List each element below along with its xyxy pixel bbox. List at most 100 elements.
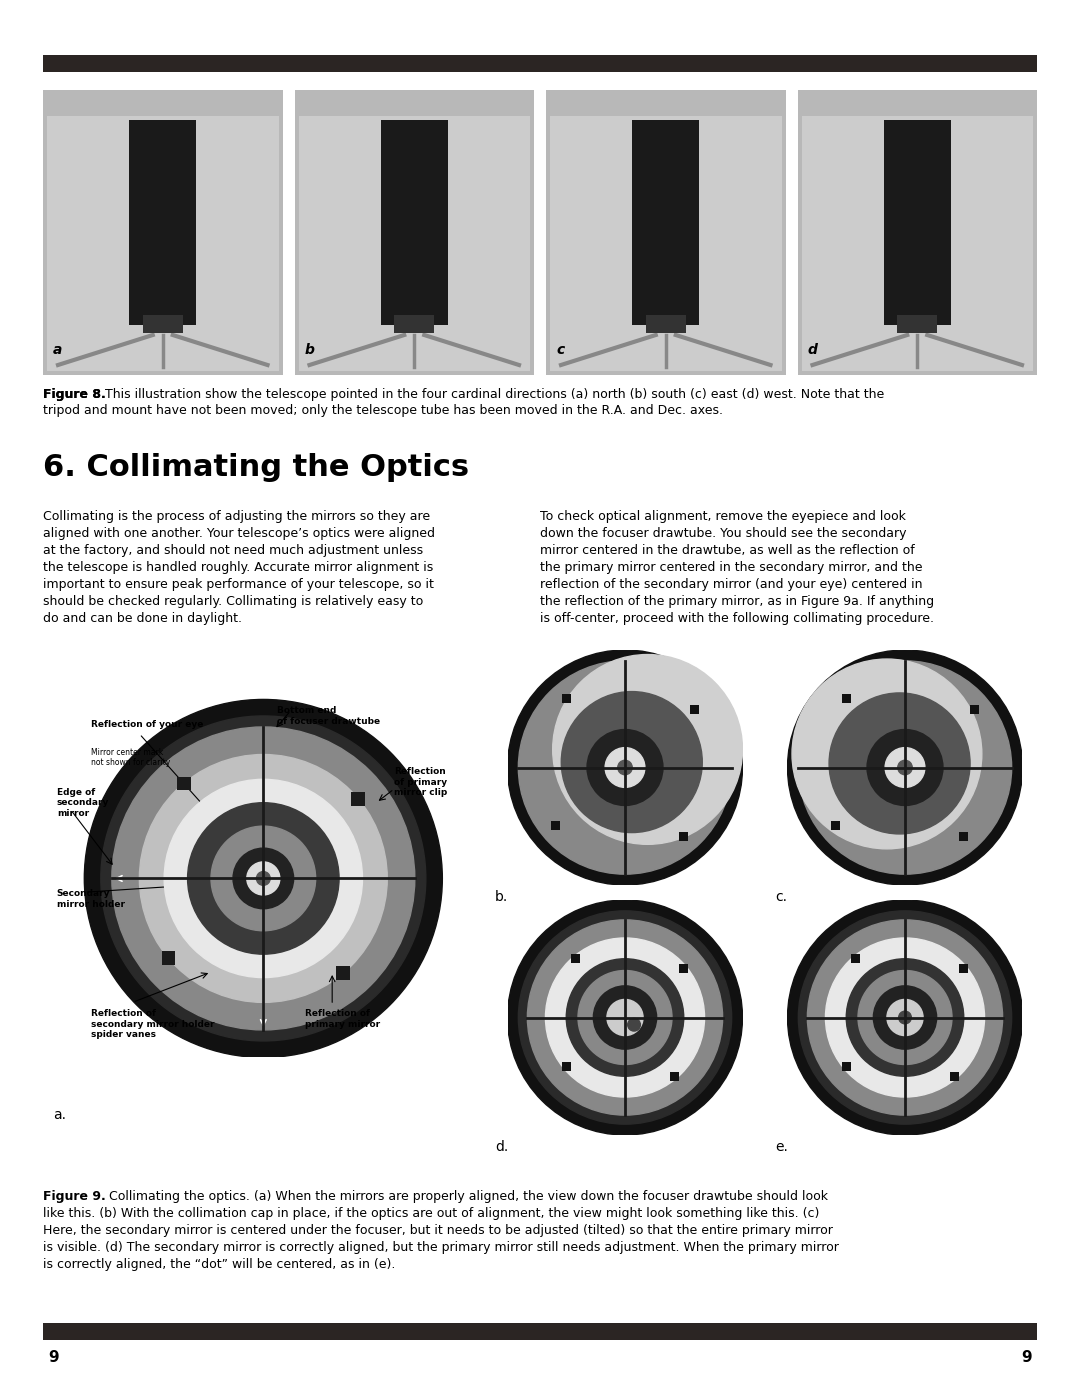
Circle shape	[887, 999, 923, 1035]
Bar	[959, 833, 968, 841]
Circle shape	[787, 650, 1023, 886]
Text: Reflection of your eye: Reflection of your eye	[91, 719, 203, 729]
Circle shape	[798, 911, 1012, 1125]
Text: the primary mirror centered in the secondary mirror, and the: the primary mirror centered in the secon…	[540, 562, 922, 574]
Bar	[690, 705, 699, 714]
Text: down the focuser drawtube. You should see the secondary: down the focuser drawtube. You should se…	[540, 527, 906, 541]
Circle shape	[256, 872, 270, 886]
Bar	[48, 116, 279, 372]
Circle shape	[84, 700, 443, 1058]
Bar	[43, 89, 283, 374]
Circle shape	[247, 862, 280, 895]
Text: This illustration show the telescope pointed in the four cardinal directions (a): This illustration show the telescope poi…	[105, 388, 885, 401]
Text: Figure 8.: Figure 8.	[43, 388, 106, 401]
Bar	[897, 314, 937, 332]
Circle shape	[211, 826, 315, 930]
Bar	[678, 833, 688, 841]
Text: is visible. (d) The secondary mirror is correctly aligned, but the primary mirro: is visible. (d) The secondary mirror is …	[43, 1241, 839, 1255]
Circle shape	[627, 1018, 640, 1031]
Text: 6. Collimating the Optics: 6. Collimating the Optics	[43, 453, 469, 482]
Text: 9: 9	[48, 1350, 58, 1365]
Circle shape	[798, 661, 1012, 875]
Text: Edge of
secondary
mirror: Edge of secondary mirror	[57, 788, 109, 817]
Text: Mirror center mark
not shown for clarity: Mirror center mark not shown for clarity	[91, 747, 171, 767]
Text: d.: d.	[495, 1140, 509, 1154]
Bar	[679, 964, 688, 972]
Circle shape	[188, 803, 339, 954]
Text: important to ensure peak performance of your telescope, so it: important to ensure peak performance of …	[43, 578, 434, 591]
Text: Reflection
of primary
mirror clip: Reflection of primary mirror clip	[394, 767, 447, 796]
Bar	[43, 1323, 1037, 1340]
Text: Reflection of
primary mirror: Reflection of primary mirror	[305, 1009, 380, 1028]
Bar	[336, 967, 350, 981]
Circle shape	[792, 659, 982, 849]
Bar	[351, 792, 365, 806]
Circle shape	[825, 937, 985, 1097]
Text: a.: a.	[53, 1108, 66, 1122]
Circle shape	[508, 900, 743, 1134]
Circle shape	[233, 848, 294, 908]
Circle shape	[562, 692, 702, 833]
Text: c.: c.	[775, 890, 787, 904]
Bar	[842, 694, 851, 703]
Text: is off-center, proceed with the following collimating procedure.: is off-center, proceed with the followin…	[540, 612, 934, 624]
Circle shape	[787, 900, 1023, 1134]
Circle shape	[847, 958, 963, 1076]
Text: 9: 9	[1022, 1350, 1032, 1365]
Text: Collimating the optics. (a) When the mirrors are properly aligned, the view down: Collimating the optics. (a) When the mir…	[105, 1190, 828, 1203]
Text: mirror centered in the drawtube, as well as the reflection of: mirror centered in the drawtube, as well…	[540, 543, 915, 557]
Circle shape	[100, 715, 426, 1041]
Text: aligned with one another. Your telescope’s optics were aligned: aligned with one another. Your telescope…	[43, 527, 435, 541]
Bar	[551, 821, 561, 830]
Circle shape	[545, 937, 704, 1097]
Text: a: a	[53, 344, 63, 358]
Bar	[801, 116, 1032, 372]
Circle shape	[518, 911, 731, 1125]
Text: Figure 8.: Figure 8.	[43, 388, 106, 401]
Bar	[177, 777, 190, 791]
Bar	[130, 120, 197, 326]
Text: Secondary
mirror holder: Secondary mirror holder	[57, 890, 125, 909]
Bar	[632, 120, 699, 326]
Circle shape	[593, 986, 657, 1049]
Circle shape	[112, 726, 415, 1030]
Text: Collimating is the process of adjusting the mirrors so they are: Collimating is the process of adjusting …	[43, 510, 430, 522]
Circle shape	[553, 655, 743, 844]
Circle shape	[618, 760, 632, 775]
Circle shape	[508, 650, 743, 886]
Text: should be checked regularly. Collimating is relatively easy to: should be checked regularly. Collimating…	[43, 595, 423, 608]
Bar	[883, 120, 950, 326]
Circle shape	[874, 986, 936, 1049]
Text: e.: e.	[775, 1140, 788, 1154]
Text: reflection of the secondary mirror (and your eye) centered in: reflection of the secondary mirror (and …	[540, 578, 922, 591]
Bar	[670, 1071, 679, 1081]
Text: the telescope is handled roughly. Accurate mirror alignment is: the telescope is handled roughly. Accura…	[43, 562, 433, 574]
Text: To check optical alignment, remove the eyepiece and look: To check optical alignment, remove the e…	[540, 510, 906, 522]
Bar	[646, 314, 686, 332]
Text: Reflection of
secondary mirror holder
spider vanes: Reflection of secondary mirror holder sp…	[91, 1009, 215, 1039]
Bar	[851, 954, 860, 963]
Text: do and can be done in daylight.: do and can be done in daylight.	[43, 612, 242, 624]
Circle shape	[607, 999, 643, 1035]
Text: the reflection of the primary mirror, as in Figure 9a. If anything: the reflection of the primary mirror, as…	[540, 595, 934, 608]
Bar	[295, 89, 534, 374]
Text: d: d	[808, 344, 818, 358]
Circle shape	[527, 919, 723, 1115]
Text: b: b	[305, 344, 314, 358]
Bar	[959, 964, 969, 972]
Bar	[381, 120, 448, 326]
Circle shape	[899, 1011, 912, 1024]
Text: b.: b.	[495, 890, 509, 904]
Circle shape	[858, 971, 951, 1065]
Bar	[298, 116, 530, 372]
Circle shape	[605, 747, 645, 788]
Text: Here, the secondary mirror is centered under the focuser, but it needs to be adj: Here, the secondary mirror is centered u…	[43, 1224, 833, 1236]
Text: like this. (b) With the collimation cap in place, if the optics are out of align: like this. (b) With the collimation cap …	[43, 1207, 820, 1220]
Bar	[797, 89, 1037, 374]
Bar	[950, 1071, 959, 1081]
Circle shape	[518, 661, 731, 875]
Circle shape	[886, 747, 924, 788]
Text: at the factory, and should not need much adjustment unless: at the factory, and should not need much…	[43, 543, 423, 557]
Bar	[562, 1062, 570, 1071]
Bar	[546, 89, 785, 374]
